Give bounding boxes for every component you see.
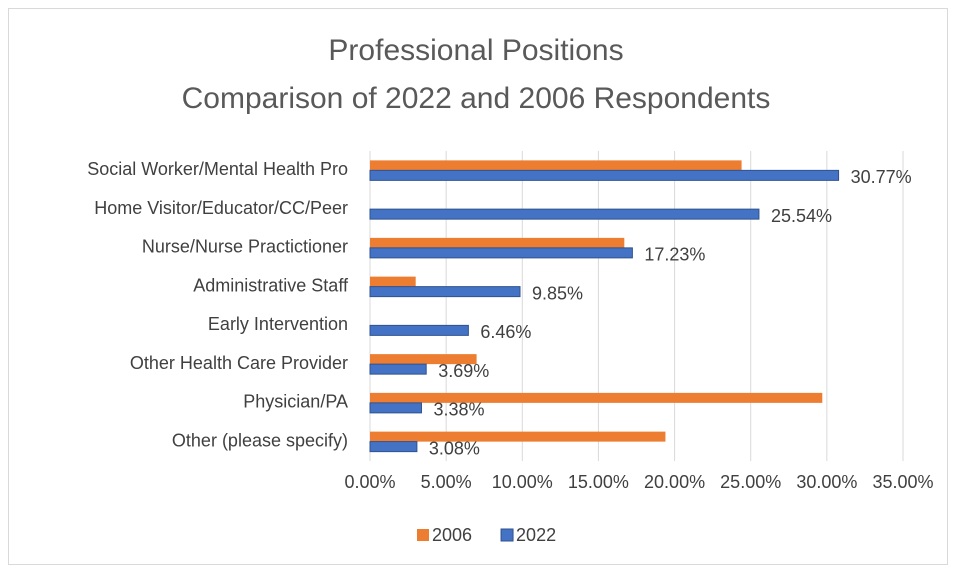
- y-tick-label: Early Intervention: [208, 314, 348, 334]
- data-label: 9.85%: [532, 283, 583, 303]
- chart-title: Professional Positions: [328, 34, 623, 67]
- chart-subtitle: Comparison of 2022 and 2006 Respondents: [182, 82, 771, 115]
- data-label: 30.77%: [851, 167, 912, 187]
- bar: [369, 402, 422, 414]
- y-tick-label: Other (please specify): [172, 430, 348, 450]
- x-tick-label: 35.00%: [872, 472, 933, 492]
- bar: [369, 324, 469, 336]
- y-tick-label: Nurse/Nurse Practictioner: [142, 237, 348, 257]
- bar: [370, 276, 416, 287]
- x-tick-label: 5.00%: [421, 472, 472, 492]
- x-tick-label: 10.00%: [492, 472, 553, 492]
- x-tick-label: 20.00%: [644, 472, 705, 492]
- data-label: 3.08%: [429, 438, 480, 458]
- y-tick-label: Home Visitor/Educator/CC/Peer: [94, 198, 348, 218]
- y-tick-label: Other Health Care Provider: [130, 353, 348, 373]
- legend-swatch: [417, 529, 429, 541]
- y-tick-label: Physician/PA: [243, 392, 348, 412]
- data-label: 3.69%: [438, 361, 489, 381]
- bar: [369, 363, 427, 375]
- bar: [370, 431, 666, 442]
- bar: [369, 247, 633, 259]
- bar: [369, 208, 760, 220]
- y-tick-label: Administrative Staff: [193, 275, 349, 295]
- legend-swatch: [500, 528, 514, 542]
- data-label: 3.38%: [433, 400, 484, 420]
- bar: [370, 354, 477, 365]
- bar: [370, 160, 742, 171]
- y-tick-label: Social Worker/Mental Health Pro: [87, 159, 348, 179]
- x-tick-label: 30.00%: [796, 472, 857, 492]
- bar: [369, 441, 418, 453]
- data-label: 6.46%: [480, 322, 531, 342]
- data-label: 17.23%: [644, 245, 705, 265]
- x-tick-label: 25.00%: [720, 472, 781, 492]
- bar: [370, 237, 625, 248]
- bar: [369, 169, 840, 181]
- data-label: 25.54%: [771, 206, 832, 226]
- bar: [370, 392, 823, 403]
- bar: [369, 286, 521, 298]
- legend-label: 2022: [516, 525, 556, 545]
- x-tick-label: 0.00%: [344, 472, 395, 492]
- legend-label: 2006: [432, 525, 472, 545]
- x-tick-label: 15.00%: [568, 472, 629, 492]
